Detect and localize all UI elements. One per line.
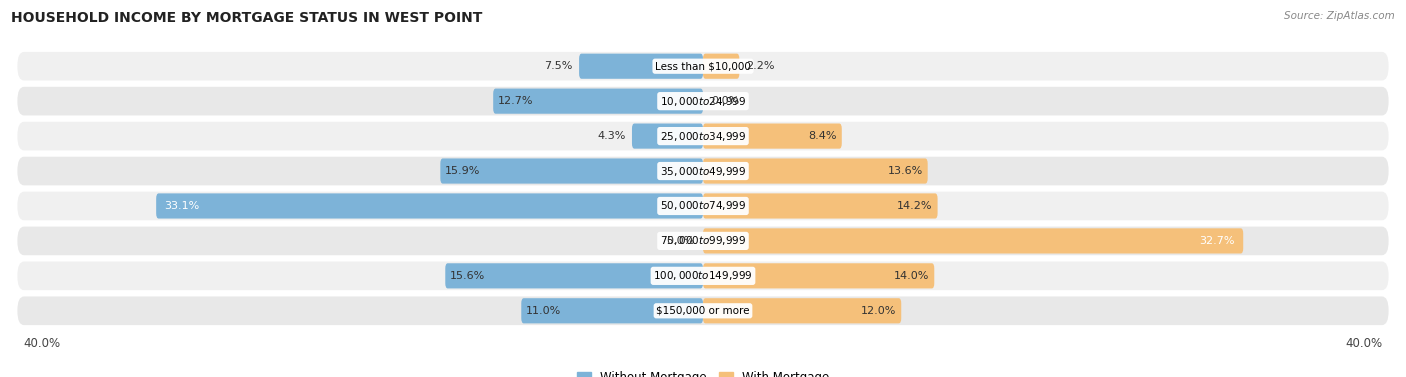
Text: 13.6%: 13.6% [887, 166, 922, 176]
Text: 15.6%: 15.6% [450, 271, 485, 281]
Text: 11.0%: 11.0% [526, 306, 561, 316]
FancyBboxPatch shape [703, 158, 928, 184]
Text: 12.7%: 12.7% [498, 96, 534, 106]
Text: 0.0%: 0.0% [666, 236, 695, 246]
Text: 2.2%: 2.2% [747, 61, 775, 71]
FancyBboxPatch shape [156, 193, 703, 219]
FancyBboxPatch shape [17, 192, 1389, 220]
Text: $75,000 to $99,999: $75,000 to $99,999 [659, 234, 747, 247]
Text: HOUSEHOLD INCOME BY MORTGAGE STATUS IN WEST POINT: HOUSEHOLD INCOME BY MORTGAGE STATUS IN W… [11, 11, 482, 25]
Text: $35,000 to $49,999: $35,000 to $49,999 [659, 164, 747, 178]
Text: 15.9%: 15.9% [446, 166, 481, 176]
FancyBboxPatch shape [579, 54, 703, 79]
Text: $100,000 to $149,999: $100,000 to $149,999 [654, 269, 752, 282]
Text: 0.0%: 0.0% [711, 96, 740, 106]
Text: Source: ZipAtlas.com: Source: ZipAtlas.com [1284, 11, 1395, 21]
FancyBboxPatch shape [17, 262, 1389, 290]
Text: 14.0%: 14.0% [894, 271, 929, 281]
FancyBboxPatch shape [17, 87, 1389, 115]
Text: $150,000 or more: $150,000 or more [657, 306, 749, 316]
Text: 32.7%: 32.7% [1199, 236, 1234, 246]
Text: 33.1%: 33.1% [165, 201, 200, 211]
Text: 12.0%: 12.0% [860, 306, 896, 316]
Text: 4.3%: 4.3% [598, 131, 626, 141]
FancyBboxPatch shape [703, 263, 934, 288]
Text: 14.2%: 14.2% [897, 201, 932, 211]
FancyBboxPatch shape [703, 54, 740, 79]
FancyBboxPatch shape [494, 89, 703, 114]
FancyBboxPatch shape [17, 157, 1389, 185]
Text: $50,000 to $74,999: $50,000 to $74,999 [659, 199, 747, 213]
FancyBboxPatch shape [703, 124, 842, 149]
FancyBboxPatch shape [17, 296, 1389, 325]
FancyBboxPatch shape [631, 124, 703, 149]
Legend: Without Mortgage, With Mortgage: Without Mortgage, With Mortgage [572, 366, 834, 377]
FancyBboxPatch shape [522, 298, 703, 323]
FancyBboxPatch shape [17, 227, 1389, 255]
FancyBboxPatch shape [17, 122, 1389, 150]
Text: 7.5%: 7.5% [544, 61, 572, 71]
FancyBboxPatch shape [703, 193, 938, 219]
FancyBboxPatch shape [446, 263, 703, 288]
FancyBboxPatch shape [703, 228, 1243, 253]
FancyBboxPatch shape [17, 52, 1389, 81]
Text: Less than $10,000: Less than $10,000 [655, 61, 751, 71]
Text: 8.4%: 8.4% [808, 131, 837, 141]
FancyBboxPatch shape [703, 298, 901, 323]
FancyBboxPatch shape [440, 158, 703, 184]
Text: $25,000 to $34,999: $25,000 to $34,999 [659, 130, 747, 143]
Text: $10,000 to $24,999: $10,000 to $24,999 [659, 95, 747, 108]
